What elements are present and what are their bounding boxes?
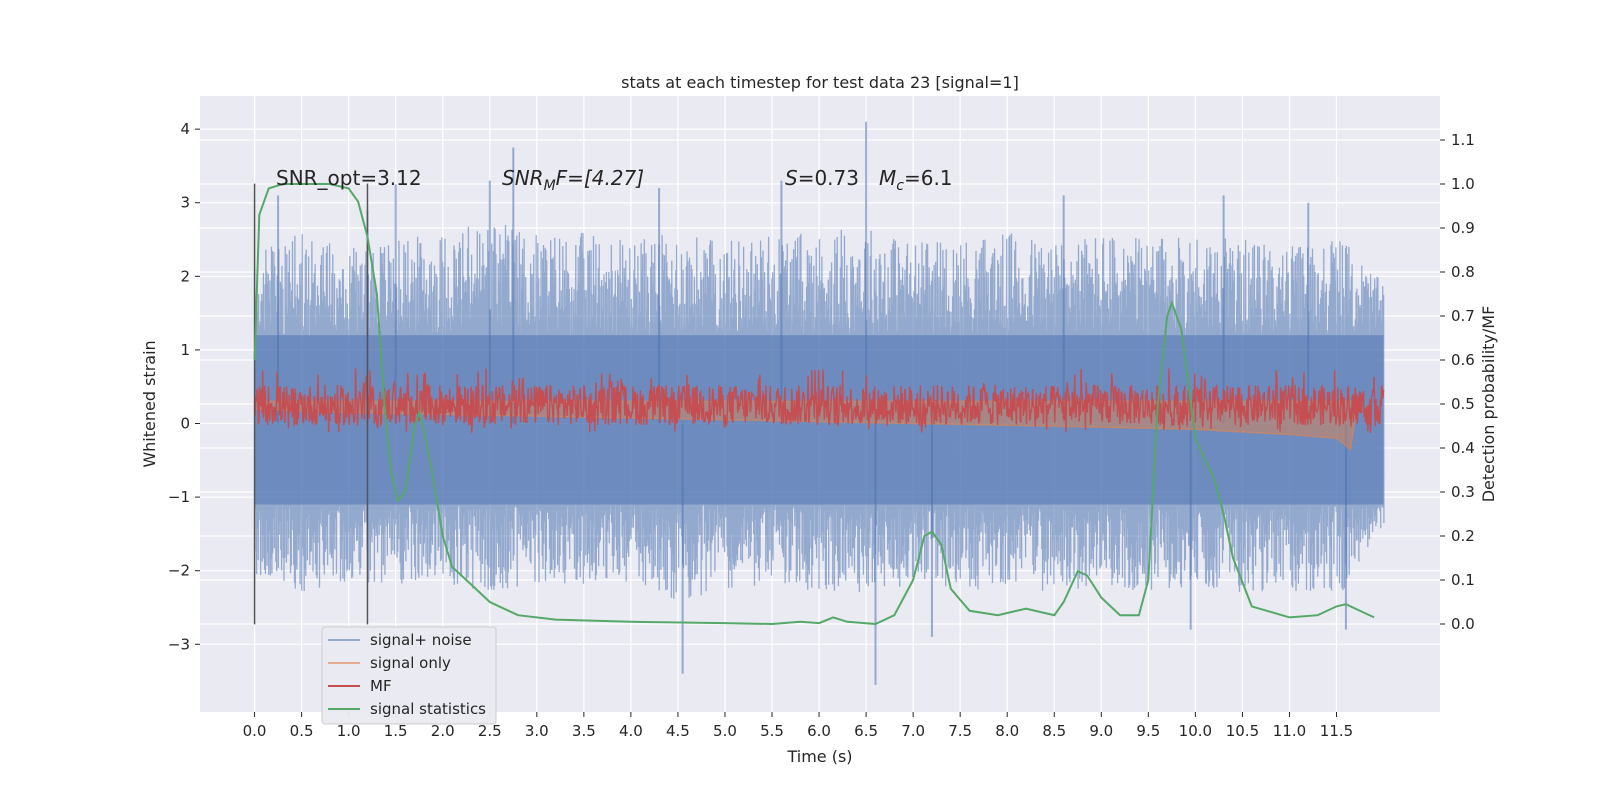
y-right-tick-label: 0.2 [1451,527,1475,545]
chart-title: stats at each timestep for test data 23 … [621,73,1019,92]
x-tick-label: 10.5 [1226,722,1259,740]
x-tick-label: 3.0 [525,722,549,740]
y-axis-left-label: Whitened strain [140,340,159,467]
plot-series [253,121,1385,685]
x-tick-label: 2.5 [478,722,502,740]
x-tick-label: 5.0 [713,722,737,740]
annotation-snr-opt: SNR_opt=3.12 [276,166,422,190]
x-tick-label: 4.5 [666,722,690,740]
y-right-tick-label: 1.0 [1451,175,1475,193]
y-right-tick-label: 0.6 [1451,351,1475,369]
y-right-tick-label: 0.3 [1451,483,1475,501]
annotation-snr-mf-label: SNR [502,166,544,190]
y-axis-right: 0.0 0.1 0.2 0.3 0.4 0.5 0.6 0.7 0.8 0.9 1.0 1.1 [1440,131,1475,633]
annotation-mc-sub: c [896,178,904,194]
x-axis-label: Time (s) [786,747,852,766]
x-tick-label: 7.0 [901,722,925,740]
x-tick-label: 0.0 [243,722,267,740]
x-tick-label: 10.0 [1179,722,1212,740]
y-left-tick-label: −3 [168,635,190,653]
y-left-tick-label: 0 [180,415,190,433]
y-left-tick-label: −1 [168,488,190,506]
x-tick-label: 3.5 [572,722,596,740]
legend-label-signal-noise: signal+ noise [370,631,472,649]
x-tick-label: 8.0 [995,722,1019,740]
y-left-tick-label: 3 [180,194,190,212]
y-right-tick-label: 0.9 [1451,219,1475,237]
series-mf [253,368,1385,434]
y-right-tick-label: 0.1 [1451,571,1475,589]
x-tick-label: 11.5 [1320,722,1353,740]
annotation-s-label: S [785,166,798,190]
annotation-mc-number: =6.1 [904,166,953,190]
legend-box [321,626,497,725]
legend: signal+ noise signal only MF signal stat… [321,626,497,725]
y-right-tick-label: 0.0 [1451,615,1475,633]
annotation-s-number: =0.73 [798,166,859,190]
series-signal-statistics [253,183,1375,626]
x-tick-label: 11.0 [1273,722,1306,740]
legend-label-signal-statistics: signal statistics [370,700,486,718]
x-tick-label: 1.0 [337,722,361,740]
x-tick-label: 8.5 [1042,722,1066,740]
y-right-tick-label: 1.1 [1451,131,1475,149]
y-left-tick-label: 4 [180,120,190,138]
x-tick-label: 0.5 [290,722,314,740]
x-axis: 0.0 0.5 1.0 1.5 2.0 2.5 3.0 3.5 4.0 4.5 5.0 5.5 6.0 6… [243,712,1353,740]
x-tick-label: 6.5 [854,722,878,740]
y-right-tick-label: 0.5 [1451,395,1475,413]
y-axis-left: −3 −2 −1 0 1 2 3 4 [168,120,200,653]
x-tick-label: 7.5 [948,722,972,740]
annotation-s-value: S=0.73 [785,166,859,190]
y-right-tick-label: 0.8 [1451,263,1475,281]
y-left-tick-label: −2 [168,562,190,580]
x-tick-label: 9.0 [1089,722,1113,740]
x-tick-label: 5.5 [760,722,784,740]
annotation-snr-mf-tail: F=[4.27] [556,166,644,190]
x-tick-label: 2.0 [431,722,455,740]
x-tick-label: 6.0 [807,722,831,740]
annotation-snr-mf-sub: M [544,178,556,194]
annotation-snr-mf: SNRMF=[4.27] [502,166,644,194]
y-axis-right-label: Detection probability/MF [1479,306,1498,503]
annotation-mc-value: Mc=6.1 [879,166,953,194]
x-tick-label: 4.0 [619,722,643,740]
x-tick-label: 9.5 [1136,722,1160,740]
legend-label-signal-only: signal only [370,654,451,672]
x-tick-label: 1.5 [384,722,408,740]
y-right-tick-label: 0.4 [1451,439,1475,457]
y-left-tick-label: 2 [180,267,190,285]
legend-label-mf: MF [370,677,392,695]
annotation-mc-label: M [879,166,896,190]
y-right-tick-label: 0.7 [1451,307,1475,325]
y-left-tick-label: 1 [180,341,190,359]
